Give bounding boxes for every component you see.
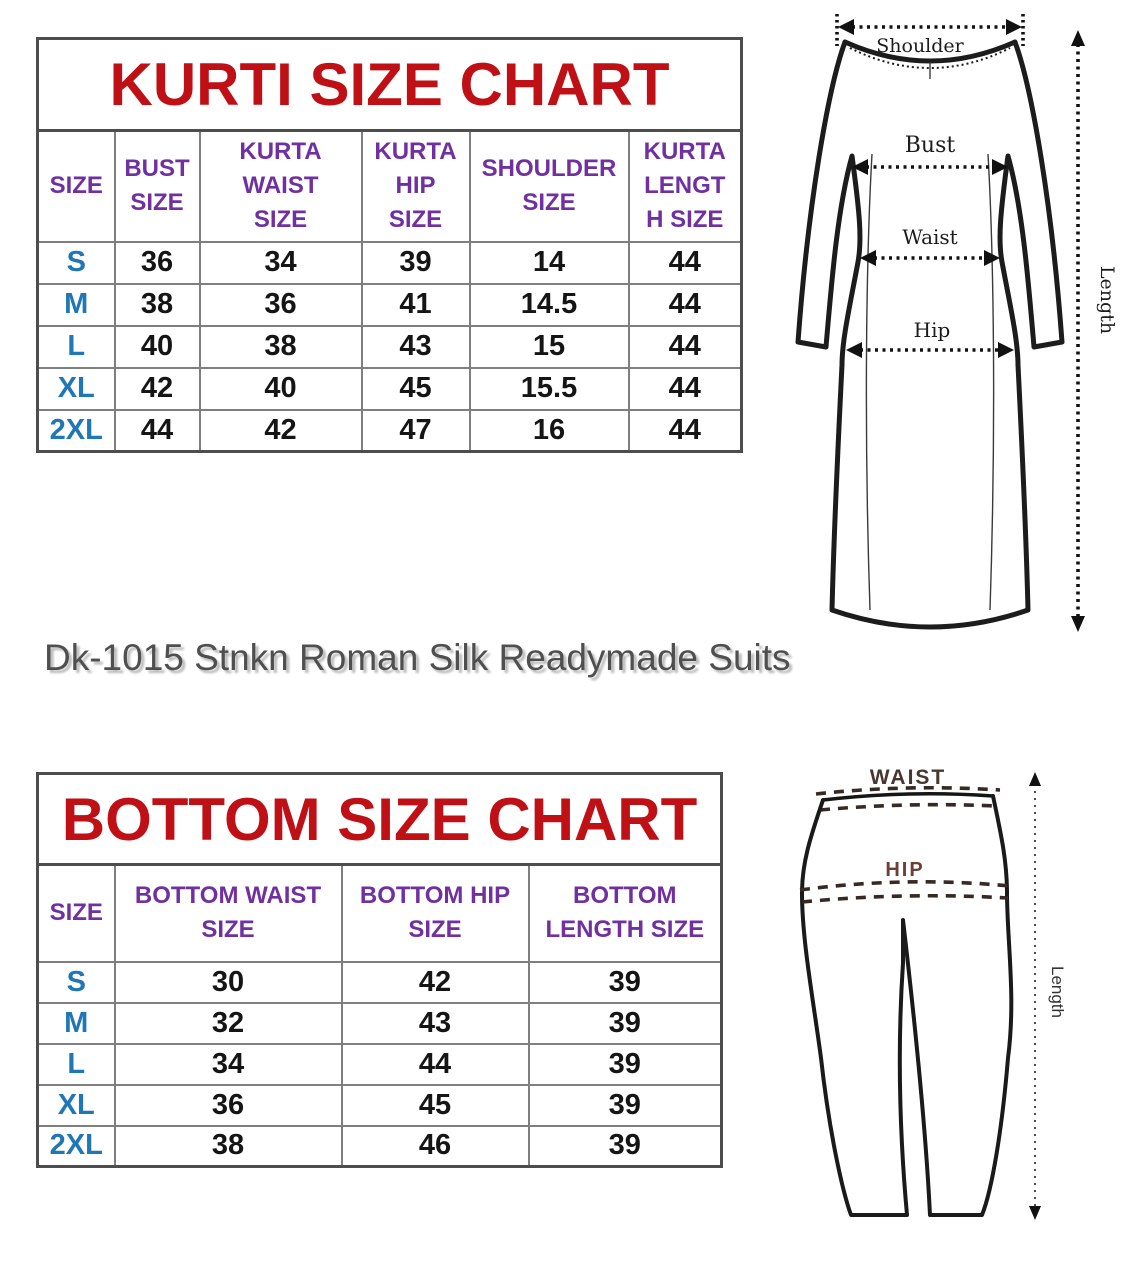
value-cell: 44	[627, 366, 743, 411]
column-header-size: SIZE	[36, 863, 116, 963]
value-cell: 38	[113, 1124, 343, 1168]
kurti-neckline	[842, 39, 1018, 64]
size-label: S	[36, 240, 116, 285]
value-cell: 15.5	[468, 366, 630, 411]
table-row: S 36 34 39 14 44	[36, 240, 743, 285]
value-cell: 45	[360, 366, 471, 411]
column-header-kurta-waist: KURTA WAIST SIZE	[198, 129, 363, 243]
size-label: 2XL	[36, 1124, 116, 1168]
hip-dash-top	[799, 880, 1011, 892]
pants-outline	[800, 794, 1014, 1217]
column-header-bust: BUST SIZE	[113, 129, 201, 243]
size-label: M	[36, 282, 116, 327]
column-header-bottom-hip: BOTTOM HIP SIZE	[340, 863, 530, 963]
value-cell: 39	[527, 960, 723, 1004]
value-cell: 38	[113, 282, 201, 327]
bottom-measurement-diagram: WAIST HIP Length	[799, 766, 1067, 1220]
table-row: L 34 44 39	[36, 1042, 723, 1086]
product-caption: Dk-1015 Stnkn Roman Silk Readymade Suits	[44, 637, 791, 678]
size-label: XL	[36, 366, 116, 411]
table-row: 2XL 38 46 39	[36, 1124, 723, 1168]
value-cell: 34	[198, 240, 363, 285]
value-cell: 42	[113, 366, 201, 411]
size-label: L	[36, 324, 116, 369]
hip-dash-bottom	[801, 893, 1009, 904]
shoulder-label: Shoulder	[876, 35, 964, 57]
column-header-bottom-length: BOTTOM LENGTH SIZE	[527, 863, 723, 963]
table-row: M 32 43 39	[36, 1001, 723, 1045]
column-header-bottom-waist: BOTTOM WAIST SIZE	[113, 863, 343, 963]
value-cell: 16	[468, 408, 630, 453]
value-cell: 34	[113, 1042, 343, 1086]
column-header-shoulder: SHOULDER SIZE	[468, 129, 630, 243]
value-cell: 44	[340, 1042, 530, 1086]
value-cell: 46	[340, 1124, 530, 1168]
waist-dash-top	[815, 785, 1001, 796]
table-row: XL 36 45 39	[36, 1083, 723, 1127]
column-header-kurta-length: KURTA LENGT H SIZE	[627, 129, 743, 243]
length-label: Length	[1096, 266, 1118, 334]
value-cell: 36	[198, 282, 363, 327]
waist-dash-bottom	[819, 802, 997, 812]
value-cell: 36	[113, 240, 201, 285]
value-cell: 42	[198, 408, 363, 453]
value-cell: 41	[360, 282, 471, 327]
value-cell: 44	[627, 408, 743, 453]
table-row: M 38 36 41 14.5 44	[36, 282, 743, 327]
value-cell: 39	[527, 1042, 723, 1086]
kurti-size-table: KURTI SIZE CHART SIZE BUST SIZE KURTA WA…	[36, 37, 744, 453]
kurti-measurement-diagram: Shoulder Bust Waist Hip Length	[795, 14, 1118, 632]
value-cell: 30	[113, 960, 343, 1004]
value-cell: 14.5	[468, 282, 630, 327]
waist-band	[821, 792, 995, 802]
column-header-size: SIZE	[36, 129, 116, 243]
value-cell: 40	[113, 324, 201, 369]
value-cell: 39	[360, 240, 471, 285]
kurti-table-title: KURTI SIZE CHART	[36, 37, 743, 132]
value-cell: 15	[468, 324, 630, 369]
size-label: 2XL	[36, 408, 116, 453]
bottom-table-title: BOTTOM SIZE CHART	[36, 772, 723, 866]
bust-label: Bust	[905, 133, 956, 158]
hip-label: Hip	[914, 318, 951, 342]
value-cell: 43	[340, 1001, 530, 1045]
table-row: S 30 42 39	[36, 960, 723, 1004]
value-cell: 43	[360, 324, 471, 369]
value-cell: 39	[527, 1083, 723, 1127]
value-cell: 42	[340, 960, 530, 1004]
pants-waist-label: WAIST	[870, 766, 947, 789]
value-cell: 47	[360, 408, 471, 453]
value-cell: 38	[198, 324, 363, 369]
bottom-size-table: BOTTOM SIZE CHART SIZE BOTTOM WAIST SIZE…	[36, 772, 724, 1168]
size-label: L	[36, 1042, 116, 1086]
value-cell: 45	[340, 1083, 530, 1127]
waist-label: Waist	[902, 225, 957, 249]
value-cell: 44	[627, 240, 743, 285]
pants-hip-label: HIP	[885, 859, 924, 881]
value-cell: 36	[113, 1083, 343, 1127]
value-cell: 32	[113, 1001, 343, 1045]
column-header-kurta-hip: KURTA HIP SIZE	[360, 129, 471, 243]
table-row: 2XL 44 42 47 16 44	[36, 408, 743, 453]
value-cell: 39	[527, 1001, 723, 1045]
value-cell: 44	[113, 408, 201, 453]
kurti-outline	[795, 39, 1065, 630]
size-label: XL	[36, 1083, 116, 1127]
value-cell: 44	[627, 324, 743, 369]
value-cell: 14	[468, 240, 630, 285]
value-cell: 44	[627, 282, 743, 327]
size-label: M	[36, 1001, 116, 1045]
value-cell: 39	[527, 1124, 723, 1168]
size-label: S	[36, 960, 116, 1004]
table-row: L 40 38 43 15 44	[36, 324, 743, 369]
pants-length-label: Length	[1048, 966, 1067, 1018]
value-cell: 40	[198, 366, 363, 411]
table-row: XL 42 40 45 15.5 44	[36, 366, 743, 411]
